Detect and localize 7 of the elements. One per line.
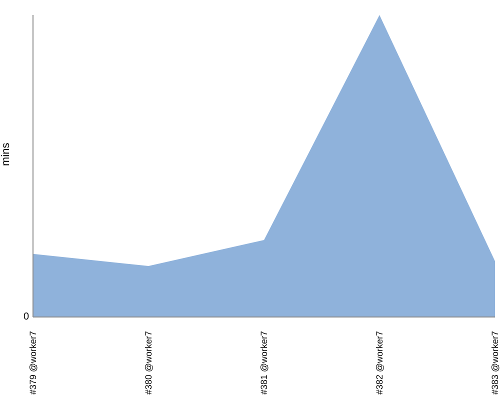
y-axis-title: mins xyxy=(0,142,12,166)
x-tick-label: #379 @worker7 xyxy=(28,331,38,395)
x-tick-label: #381 @worker7 xyxy=(259,331,269,395)
x-tick-label: #383 @worker7 xyxy=(490,331,500,395)
text: 0 xyxy=(23,312,30,322)
x-tick-label: #382 @worker7 xyxy=(374,331,384,395)
x-tick-label: #380 @worker7 xyxy=(144,331,154,395)
